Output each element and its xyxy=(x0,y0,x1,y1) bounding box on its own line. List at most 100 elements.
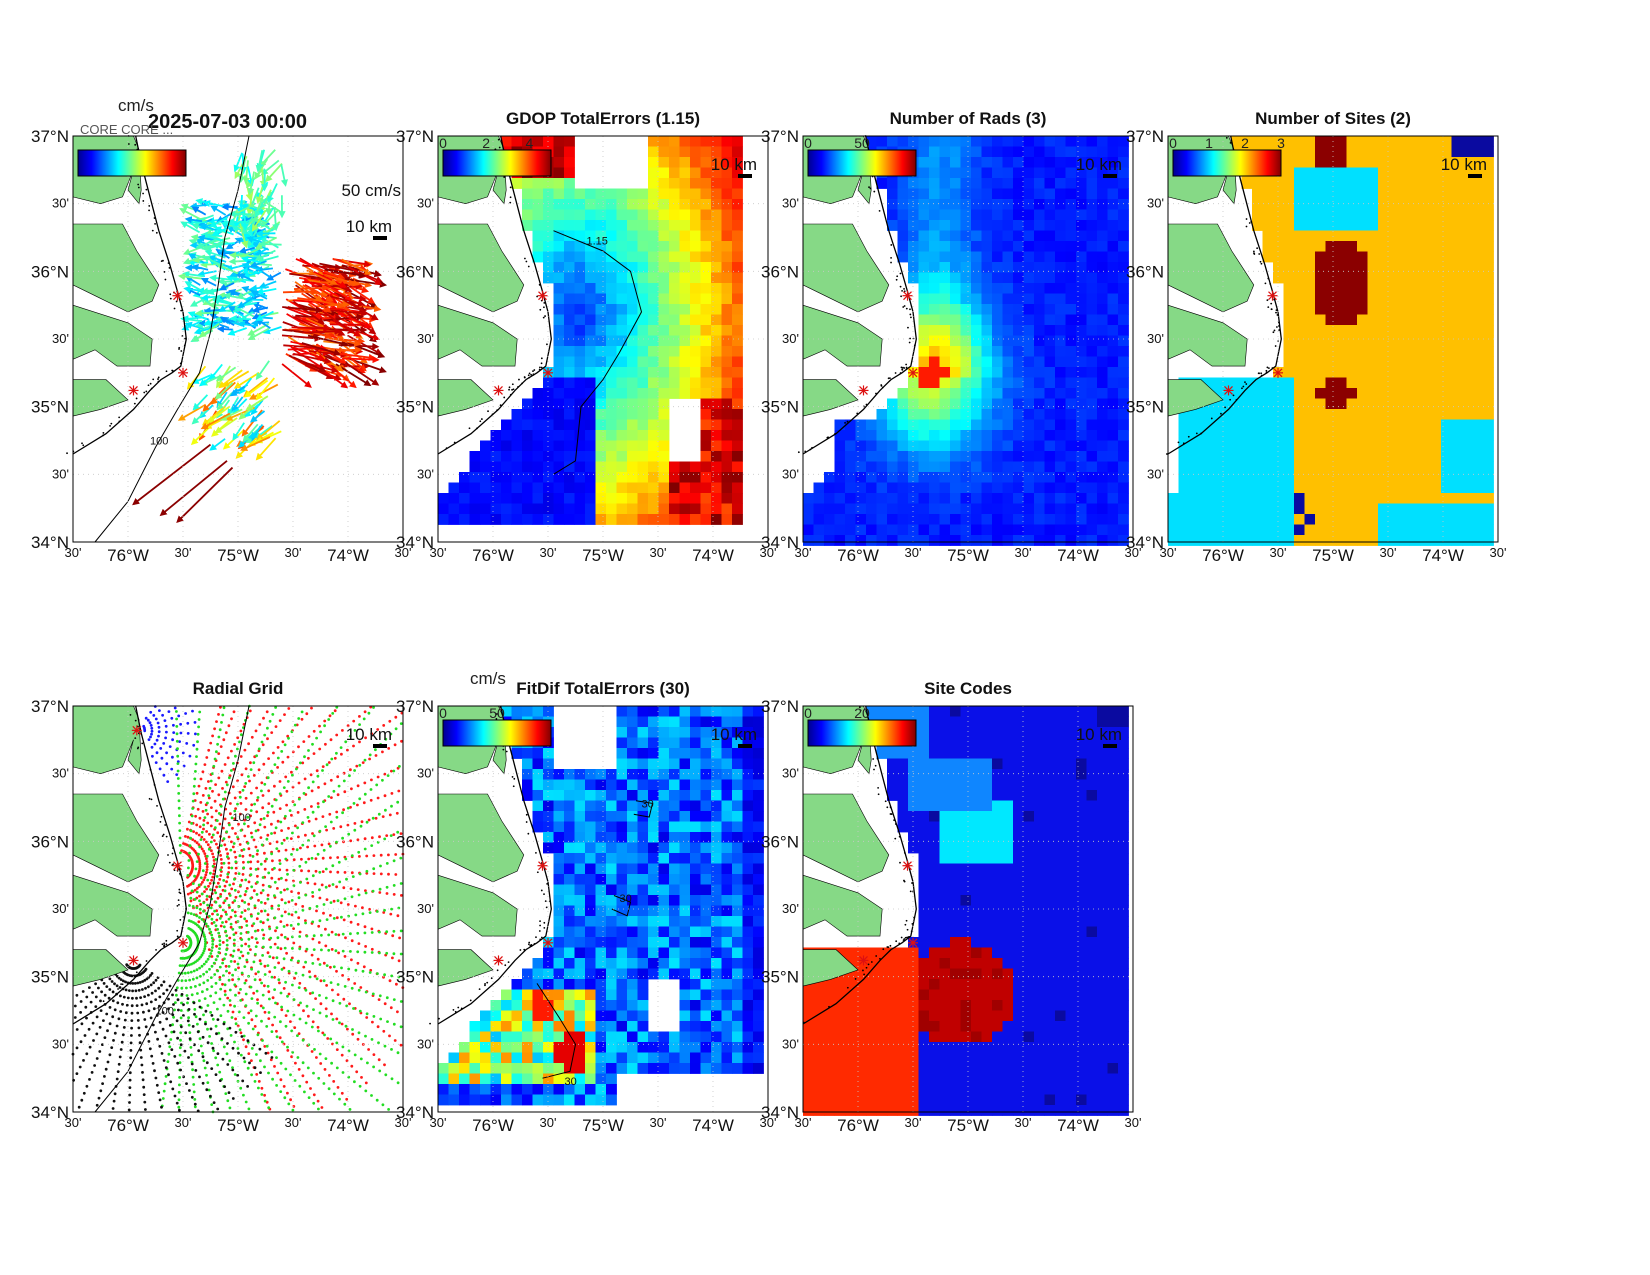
radial-grid-point xyxy=(323,782,327,786)
current-vector xyxy=(240,267,261,275)
radial-grid-point xyxy=(168,745,172,748)
heatmap-cell xyxy=(1283,136,1295,147)
heatmap-cell xyxy=(648,262,659,273)
heatmap-cell xyxy=(616,199,628,210)
radial-grid-point xyxy=(390,769,393,773)
heatmap-cell xyxy=(690,220,701,231)
heatmap-cell xyxy=(1273,377,1284,389)
radial-grid-point xyxy=(162,773,166,777)
radial-grid-point xyxy=(242,1038,245,1042)
heatmap-cell xyxy=(627,325,638,336)
heatmap-cell xyxy=(1451,157,1463,168)
radial-grid-point xyxy=(247,742,251,746)
heatmap-cell xyxy=(511,430,523,441)
heatmap-cell xyxy=(637,199,649,210)
heatmap-cell xyxy=(1346,188,1358,200)
coast-dot xyxy=(1200,432,1203,435)
heatmap-cell xyxy=(679,356,691,368)
heatmap-cell xyxy=(511,440,523,452)
heatmap-cell xyxy=(1044,230,1056,242)
heatmap-cell xyxy=(585,419,596,431)
heatmap-cell xyxy=(1055,346,1066,357)
heatmap-cell xyxy=(992,251,1003,263)
y-tick-label: 36°N xyxy=(1126,262,1164,281)
heatmap-cell xyxy=(1076,367,1087,378)
heatmap-cell xyxy=(1044,283,1056,294)
heatmap-cell xyxy=(1252,419,1263,431)
heatmap-cell xyxy=(1346,451,1358,462)
heatmap-cell xyxy=(1462,157,1473,168)
heatmap-cell xyxy=(1472,304,1484,315)
radial-grid-point xyxy=(336,856,340,859)
heatmap-cell xyxy=(1409,157,1421,168)
radial-grid-point xyxy=(329,778,333,782)
coast-dot xyxy=(173,307,176,310)
coast-dot xyxy=(1274,345,1277,347)
site-marker xyxy=(902,290,913,301)
heatmap-cell xyxy=(1472,503,1484,515)
heatmap-cell xyxy=(1273,209,1284,221)
heatmap-cell xyxy=(1378,503,1389,515)
heatmap-cell xyxy=(1325,430,1337,441)
heatmap-cell xyxy=(1441,503,1452,515)
heatmap-cell xyxy=(1325,293,1337,305)
heatmap-cell xyxy=(658,167,670,179)
heatmap-cell xyxy=(1273,136,1284,147)
current-vector xyxy=(216,325,234,333)
heatmap-cell xyxy=(1420,146,1431,158)
heatmap-cell xyxy=(606,230,617,242)
radial-grid-point xyxy=(237,1010,241,1014)
radial-grid-point xyxy=(317,941,321,944)
radial-grid-point xyxy=(207,748,211,752)
heatmap-cell xyxy=(1013,283,1024,294)
current-vector xyxy=(182,270,205,278)
radial-grid-point xyxy=(224,964,228,968)
heatmap-cell xyxy=(1252,524,1263,536)
heatmap-cell xyxy=(960,178,972,189)
heatmap-cell xyxy=(1472,146,1484,158)
heatmap-cell xyxy=(1107,472,1119,483)
radial-grid-point xyxy=(307,1043,311,1047)
heatmap-cell xyxy=(1462,293,1473,305)
heatmap-cell xyxy=(939,157,951,168)
radial-grid-point xyxy=(164,1075,168,1078)
heatmap-cell xyxy=(1472,461,1484,473)
heatmap-cell xyxy=(1388,514,1400,525)
heatmap-cell xyxy=(1002,398,1014,410)
radial-grid-point xyxy=(203,763,207,766)
radial-grid-point xyxy=(388,719,392,723)
heatmap-cell xyxy=(992,325,1003,336)
heatmap-cell xyxy=(1430,482,1442,494)
heatmap-cell xyxy=(1430,146,1442,158)
radial-grid-point xyxy=(223,993,227,997)
radial-grid-point xyxy=(238,1028,242,1032)
heatmap-cell xyxy=(543,409,554,420)
coast-dot xyxy=(887,377,890,380)
heatmap-cell xyxy=(700,136,712,147)
coast-dot xyxy=(900,366,903,369)
radial-grid-point xyxy=(229,925,233,929)
heatmap-cell xyxy=(658,493,670,504)
heatmap-cell xyxy=(1044,430,1056,441)
heatmap-cell xyxy=(1315,136,1326,147)
coast-dot xyxy=(905,368,908,370)
radial-grid-point xyxy=(206,821,210,825)
heatmap-cell xyxy=(992,304,1003,315)
heatmap-cell xyxy=(1013,209,1024,221)
radial-grid-point xyxy=(376,775,380,779)
coast-dot xyxy=(532,370,534,373)
heatmap-cell xyxy=(918,199,930,210)
heatmap-cell xyxy=(543,251,554,263)
heatmap-cell xyxy=(1044,524,1056,536)
heatmap-cell xyxy=(1325,283,1337,294)
radial-grid-point xyxy=(206,843,210,847)
radial-grid-point xyxy=(365,1016,369,1019)
radial-grid-point xyxy=(335,810,339,814)
radial-grid-point xyxy=(209,824,213,828)
current-vector xyxy=(266,271,282,281)
heatmap-cell xyxy=(897,440,909,452)
heatmap-cell xyxy=(1462,514,1473,525)
heatmap-cell xyxy=(1076,461,1087,473)
heatmap-cell xyxy=(553,335,565,347)
heatmap-cell xyxy=(553,272,565,284)
